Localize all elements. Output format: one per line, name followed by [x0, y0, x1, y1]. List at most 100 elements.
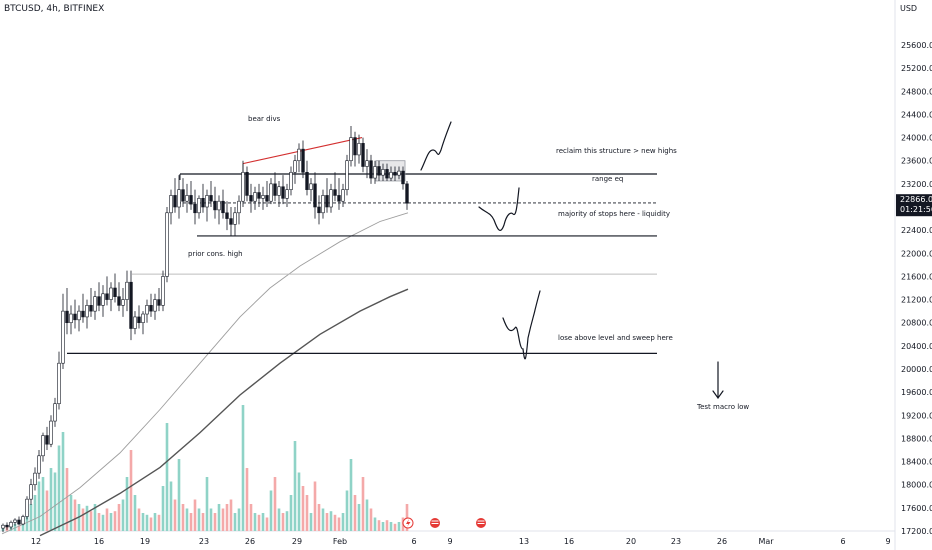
candle-body: [17, 519, 21, 525]
volume-bar: [165, 423, 169, 531]
volume-bar: [21, 522, 25, 531]
candle-body: [337, 195, 341, 202]
candle-body: [121, 299, 125, 306]
flag-stripe: [431, 520, 439, 522]
candle-body: [361, 143, 365, 167]
volume-bar: [385, 520, 389, 531]
time-tick-label: 23: [671, 537, 681, 546]
candle-body: [381, 169, 385, 176]
candle-body: [345, 160, 349, 190]
volume-bar: [85, 505, 89, 531]
volume-bar: [149, 517, 153, 531]
price-tick-label: 18400.0: [901, 458, 932, 467]
time-axis[interactable]: 12 16 19 23 26 29 Feb 6 9 13 16 20 23 26 Mar 6 9: [31, 537, 891, 546]
candle-body: [213, 200, 217, 211]
volume-bar: [349, 459, 353, 531]
price-tick-label: 25200.0: [901, 64, 932, 73]
price-tick-label: 20400.0: [901, 342, 932, 351]
candle-body: [257, 192, 261, 199]
price-tick-label: 25600.0: [901, 41, 932, 50]
candle-body: [397, 170, 401, 176]
volume-bar: [313, 481, 317, 531]
candle-body: [321, 195, 325, 214]
candle-body: [253, 192, 257, 202]
candle-body: [29, 484, 33, 500]
candle-body: [217, 200, 221, 211]
volume-bar: [81, 508, 85, 531]
candle-body: [269, 183, 273, 202]
volume-bar: [37, 481, 41, 531]
time-tick-label: 19: [140, 537, 150, 546]
candle-body: [237, 200, 241, 214]
candle-body: [53, 403, 57, 422]
volume-bar: [53, 472, 57, 531]
volume-bar: [93, 504, 97, 531]
volume-bar: [33, 495, 37, 531]
projection-new-highs-path: [420, 121, 452, 171]
current-price-box: [896, 194, 932, 217]
event-icons[interactable]: [402, 517, 486, 529]
candle-body: [385, 169, 389, 179]
candle-body: [197, 198, 201, 214]
candle-body: [69, 313, 73, 324]
volume-bar: [205, 477, 209, 531]
candle-body: [77, 310, 81, 321]
annotation-macro-low: Test macro low: [696, 403, 749, 411]
price-tick-label: 17600.0: [901, 504, 932, 513]
candle-body: [109, 287, 113, 300]
volume-bar: [209, 508, 213, 531]
candle-body: [273, 183, 277, 196]
price-tick-label: 19600.0: [901, 388, 932, 397]
candle-body: [317, 206, 321, 214]
candle-body: [225, 212, 229, 219]
candle-body: [1, 524, 5, 529]
candle-body: [165, 212, 169, 277]
candle-body: [297, 148, 301, 162]
candle-body: [49, 420, 53, 445]
candle-body: [389, 171, 393, 179]
volume-bar: [337, 517, 341, 531]
volume-bar: [397, 522, 401, 531]
volume-bar: [273, 477, 277, 531]
flag-stripe: [477, 523, 485, 524]
volume-bar: [197, 508, 201, 531]
volume-bar: [125, 477, 129, 531]
candle-body: [57, 362, 61, 405]
candle-body: [377, 166, 381, 176]
volume-bar: [333, 514, 337, 531]
price-tick-label: 24800.0: [901, 87, 932, 96]
candle-body: [33, 472, 37, 486]
candle-body: [333, 189, 337, 196]
time-tick-label: 13: [519, 537, 529, 546]
candle-body: [289, 171, 293, 190]
candle-body: [13, 519, 17, 523]
symbol-header: BTCUSD, 4h, BITFINEX: [4, 4, 105, 14]
volume-bar: [101, 514, 105, 531]
candle-body: [221, 200, 225, 214]
candle-body: [41, 435, 45, 457]
price-tick-label: 24400.0: [901, 110, 932, 119]
lightning-icon: [406, 519, 411, 527]
candle-body: [113, 287, 117, 297]
volume-bar: [173, 499, 177, 531]
time-tick-label: 16: [564, 537, 574, 546]
candle-body: [341, 189, 345, 202]
candle-body: [169, 195, 173, 214]
price-axis[interactable]: USD 25600.0 25200.0 24800.0 24400.0 24000.0 23…: [900, 4, 932, 536]
volume-bar: [249, 504, 253, 531]
volume-bar: [285, 511, 289, 531]
candle-body: [81, 310, 85, 318]
candle-body: [37, 455, 41, 474]
ma-slow-line: [39, 288, 409, 537]
volume-bar: [109, 513, 113, 531]
time-tick-label: 23: [199, 537, 209, 546]
volume-bar: [261, 513, 265, 531]
volume-bar: [389, 522, 393, 531]
price-tick-label: 24000.0: [901, 134, 932, 143]
volume-bar: [13, 523, 17, 531]
candle-body: [241, 171, 245, 202]
candle-body: [181, 189, 185, 202]
volume-bar: [329, 511, 333, 531]
candle-body: [229, 218, 233, 225]
